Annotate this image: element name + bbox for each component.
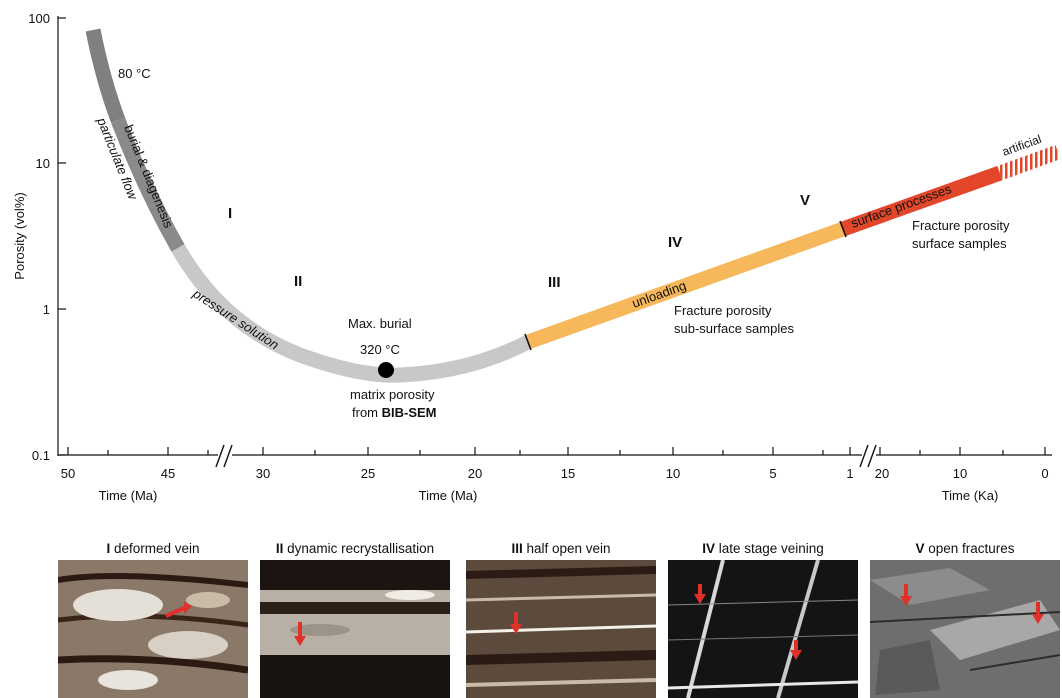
stage-numerals: I II III IV V	[228, 192, 810, 291]
panel-V: V open fractures	[870, 540, 1060, 698]
y-tick-1: 1	[43, 302, 50, 317]
porosity-chart: 100 10 1 0.1 Porosity (vol%)	[12, 11, 1061, 503]
panel-III: III half open vein	[466, 540, 656, 698]
micrograph-image	[870, 560, 1060, 698]
panel-title: III half open vein	[511, 541, 611, 556]
porosity-path	[85, 28, 1061, 383]
x-tick-30: 30	[256, 466, 270, 481]
segment-particulate-flow	[85, 28, 126, 123]
segment-labels: burial & diagenesis particulate flow pre…	[94, 115, 1043, 353]
x-axis-label-ka: Time (Ka)	[942, 488, 999, 503]
axis-break-1	[215, 444, 225, 468]
panel-I: I deformed vein	[58, 540, 248, 698]
segment-artificial	[997, 144, 1061, 181]
start-temp: 80 °C	[118, 66, 151, 81]
max-burial-label: Max. burial	[348, 316, 412, 331]
x-tick-50: 50	[61, 466, 75, 481]
y-axis-label: Porosity (vol%)	[12, 192, 27, 279]
red-arrow	[165, 606, 185, 618]
x-tick-15: 15	[561, 466, 575, 481]
y-tick-10: 10	[36, 156, 50, 171]
label-pressure-solution: pressure solution	[190, 285, 282, 352]
fracture-surface-line1: Fracture porosity	[912, 218, 1010, 233]
annotations: 80 °C Max. burial 320 °C matrix porosity…	[118, 66, 1010, 420]
y-axis: 100 10 1 0.1 Porosity (vol%)	[12, 11, 66, 463]
axis-break-2	[859, 444, 869, 468]
stage-I: I	[228, 205, 232, 222]
x-tick-5: 5	[769, 466, 776, 481]
fracture-subsurface-line2: sub-surface samples	[674, 321, 794, 336]
y-tick-100: 100	[28, 11, 50, 26]
stage-II: II	[294, 273, 302, 290]
panel-title: V open fractures	[915, 541, 1015, 556]
x-axis-label-ma-left: Time (Ma)	[99, 488, 158, 503]
segment-surface-processes	[840, 165, 1003, 237]
matrix-porosity-label: matrix porosity	[350, 387, 435, 402]
micrograph-image	[58, 560, 248, 698]
x-tick-ka-0: 0	[1041, 466, 1048, 481]
max-burial-marker	[378, 362, 394, 378]
segment-pressure-solution	[171, 244, 532, 383]
segment-unloading	[525, 221, 846, 350]
stage-III: III	[548, 274, 561, 291]
x-axis: 50 45 30 25 20 15 10 5 1 20 10 0 Time (M…	[58, 444, 1052, 503]
y-tick-0.1: 0.1	[32, 448, 50, 463]
micrograph-image	[466, 560, 656, 698]
x-tick-25: 25	[361, 466, 375, 481]
segment-burial-diagenesis	[111, 117, 185, 252]
x-tick-45: 45	[161, 466, 175, 481]
panel-title: II dynamic recrystallisation	[275, 541, 435, 556]
panel-IV: IV late stage veining	[668, 540, 858, 698]
x-tick-ka-10: 10	[953, 466, 967, 481]
max-burial-temp: 320 °C	[360, 342, 400, 357]
micrograph-image	[260, 560, 450, 698]
x-tick-20: 20	[468, 466, 482, 481]
x-tick-1: 1	[846, 466, 853, 481]
panel-title: IV late stage veining	[702, 541, 824, 556]
fracture-subsurface-line1: Fracture porosity	[674, 303, 772, 318]
panel-title: I deformed vein	[106, 541, 200, 556]
bib-sem-label: from BIB-SEM	[352, 405, 437, 420]
stage-IV: IV	[668, 234, 682, 251]
x-tick-ka-20: 20	[875, 466, 889, 481]
stage-V: V	[800, 192, 810, 209]
fracture-surface-line2: surface samples	[912, 236, 1007, 251]
panel-II: II dynamic recrystallisation	[260, 540, 450, 698]
x-axis-label-ma-center: Time (Ma)	[419, 488, 478, 503]
micrograph-image	[668, 560, 858, 698]
x-tick-10: 10	[666, 466, 680, 481]
